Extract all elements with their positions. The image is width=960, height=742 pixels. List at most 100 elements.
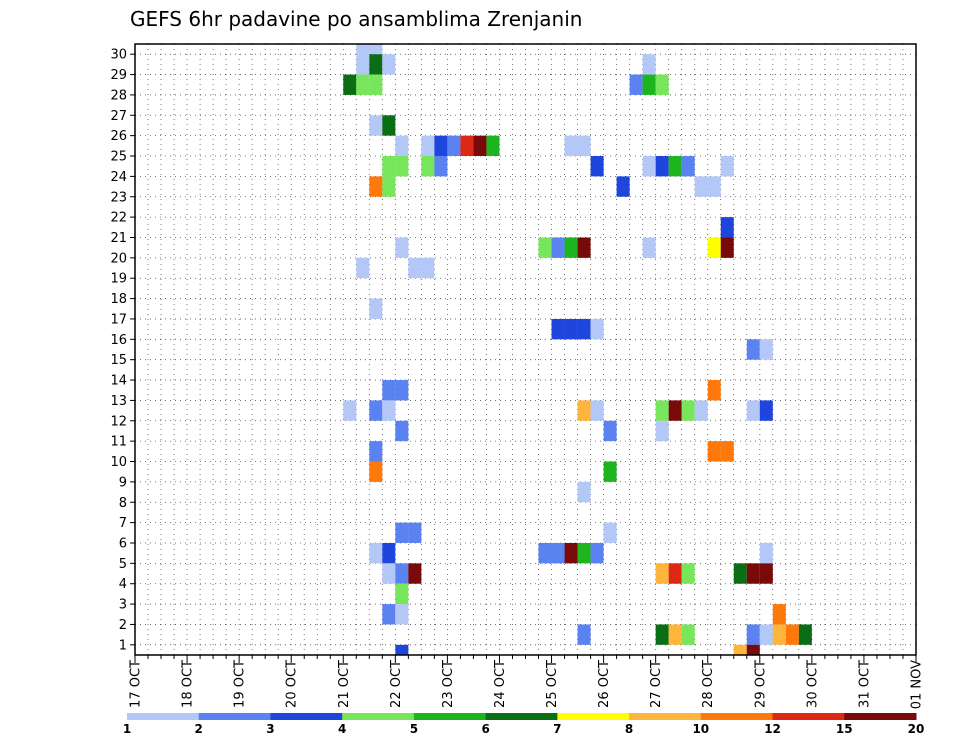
data-cell <box>551 237 565 258</box>
data-cell <box>655 420 669 442</box>
data-cell <box>369 44 383 55</box>
grid-lines <box>135 44 916 655</box>
y-tick-label: 8 <box>119 496 127 511</box>
x-tick-label: 27 OCT <box>649 660 664 708</box>
data-cell <box>382 563 396 584</box>
data-cell <box>720 217 734 238</box>
data-cells <box>343 44 812 655</box>
x-tick-label: 17 OCT <box>129 660 144 708</box>
data-cell <box>382 156 396 177</box>
data-cell <box>759 563 773 584</box>
data-cell <box>707 380 721 401</box>
x-tick-label: 19 OCT <box>233 660 248 708</box>
data-cell <box>382 542 396 564</box>
data-cell <box>447 135 461 157</box>
y-tick-label: 27 <box>110 109 127 124</box>
y-tick-label: 7 <box>119 516 127 531</box>
data-cell <box>369 115 383 136</box>
legend-swatch <box>844 713 917 720</box>
data-cell <box>668 624 682 645</box>
legend-label: 1 <box>123 722 131 736</box>
legend-swatch <box>700 713 774 720</box>
legend-swatch <box>198 713 271 720</box>
data-cell <box>434 156 448 177</box>
data-cell <box>785 624 799 645</box>
data-cell <box>564 542 578 564</box>
legend-swatch <box>629 713 702 720</box>
data-cell <box>746 644 760 655</box>
legend-label: 7 <box>553 722 561 736</box>
legend-label: 5 <box>410 722 418 736</box>
chart-title: GEFS 6hr padavine po ansamblima Zrenjani… <box>130 7 582 31</box>
data-cell <box>395 380 409 401</box>
data-cell <box>538 237 552 258</box>
x-tick-label: 26 OCT <box>597 660 612 708</box>
y-tick-label: 29 <box>110 68 127 83</box>
data-cell <box>642 74 656 95</box>
data-cell <box>590 542 604 564</box>
y-tick-label: 23 <box>110 190 127 205</box>
data-cell <box>395 420 409 442</box>
data-cell <box>551 318 565 340</box>
data-cell <box>720 441 734 462</box>
data-cell <box>395 644 409 655</box>
data-cell <box>486 135 500 157</box>
x-tick-label: 01 NOV <box>910 660 925 709</box>
data-cell <box>668 156 682 177</box>
data-cell <box>681 624 695 645</box>
data-cell <box>395 604 409 625</box>
data-cell <box>356 54 370 75</box>
y-tick-label: 5 <box>119 557 127 572</box>
data-cell <box>577 135 591 157</box>
data-cell <box>681 156 695 177</box>
data-cell <box>434 135 448 157</box>
data-cell <box>707 441 721 462</box>
data-cell <box>603 461 617 482</box>
data-cell <box>707 237 721 258</box>
data-cell <box>668 563 682 584</box>
axis-ticks: 1234567891011121314151617181920212223242… <box>110 48 924 710</box>
data-cell <box>343 74 357 95</box>
data-cell <box>655 74 669 95</box>
data-cell <box>382 54 396 75</box>
data-cell <box>356 44 370 55</box>
data-cell <box>577 624 591 645</box>
data-cell <box>382 380 396 401</box>
data-cell <box>720 237 734 258</box>
y-tick-label: 28 <box>110 88 127 103</box>
data-cell <box>746 563 760 584</box>
x-tick-label: 20 OCT <box>285 660 300 708</box>
x-tick-label: 21 OCT <box>337 660 352 708</box>
y-tick-label: 16 <box>110 333 127 348</box>
data-cell <box>642 237 656 258</box>
color-legend: 1 2 3 4 5 6 7 8 10 12 15 20 <box>123 713 924 736</box>
y-tick-label: 15 <box>110 353 127 368</box>
x-tick-label: 28 OCT <box>701 660 716 708</box>
y-tick-label: 25 <box>110 150 127 165</box>
data-cell <box>642 54 656 75</box>
legend-swatch <box>772 713 845 720</box>
data-cell <box>759 339 773 360</box>
data-cell <box>538 542 552 564</box>
data-cell <box>577 237 591 258</box>
legend-label: 3 <box>266 722 274 736</box>
y-tick-label: 26 <box>110 129 127 144</box>
data-cell <box>356 257 370 279</box>
data-cell <box>746 624 760 645</box>
legend-label: 12 <box>764 722 781 736</box>
y-tick-label: 18 <box>110 292 127 307</box>
y-tick-label: 11 <box>110 435 127 450</box>
data-cell <box>603 420 617 442</box>
data-cell <box>369 74 383 95</box>
data-cell <box>395 237 409 258</box>
y-tick-label: 24 <box>110 170 127 185</box>
x-tick-label: 18 OCT <box>181 660 196 708</box>
data-cell <box>395 583 409 605</box>
data-cell <box>369 176 383 197</box>
data-cell <box>421 135 435 157</box>
data-cell <box>369 400 383 421</box>
x-tick-label: 29 OCT <box>753 660 768 708</box>
data-cell <box>590 400 604 421</box>
data-cell <box>746 400 760 421</box>
